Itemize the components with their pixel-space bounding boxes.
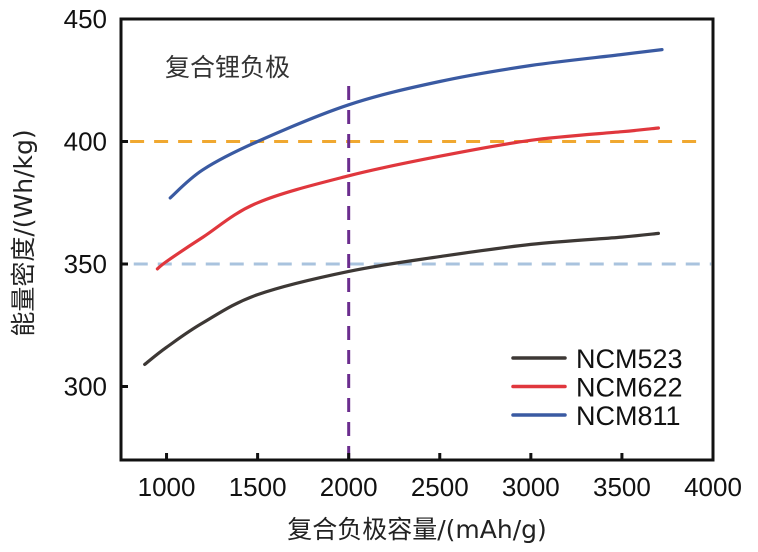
legend-label: NCM523 — [576, 344, 683, 374]
legend-label: NCM622 — [576, 373, 683, 403]
legend-item-ncm811: NCM811 — [511, 401, 681, 431]
legend-item-ncm622: NCM622 — [511, 373, 683, 403]
x-tick-label: 3500 — [593, 472, 651, 502]
x-tick-label: 4000 — [684, 472, 742, 502]
x-tick-label: 2500 — [411, 472, 469, 502]
x-tick-label: 2000 — [320, 472, 378, 502]
x-tick-label: 3000 — [502, 472, 560, 502]
series-line-ncm622 — [155, 126, 660, 271]
series-line-ncm523 — [143, 231, 660, 366]
y-tick-label: 300 — [64, 372, 107, 402]
series-line-ncm811 — [168, 48, 664, 200]
x-axis-title: 复合负极容量/(mAh/g) — [287, 515, 547, 544]
y-tick-label: 350 — [64, 249, 107, 279]
annotation-composite-lithium-anode: 复合锂负极 — [165, 53, 290, 82]
y-tick-label: 450 — [64, 4, 107, 34]
reference-lines — [130, 82, 712, 460]
plot-frame — [119, 17, 715, 462]
axis-ticks — [121, 140, 624, 460]
legend-item-ncm523: NCM523 — [511, 344, 683, 374]
legend-label: NCM811 — [576, 401, 681, 431]
series-lines — [143, 48, 664, 366]
tick-labels: 1000 1500 2000 2500 3000 3500 4000 300 350 400 450 — [64, 4, 742, 502]
y-axis-title: 能量密度/(Wh/kg) — [9, 129, 38, 336]
x-tick-label: 1000 — [138, 472, 196, 502]
x-tick-label: 1500 — [229, 472, 287, 502]
y-tick-label: 400 — [64, 127, 107, 157]
